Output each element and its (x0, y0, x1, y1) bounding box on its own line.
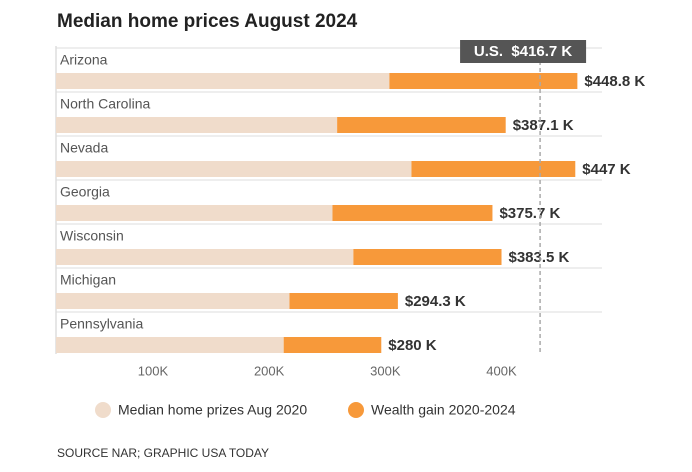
legend-swatch (95, 402, 111, 418)
total-label: $294.3 K (405, 293, 466, 310)
source: SOURCE NAR; GRAPHIC USA TODAY (57, 446, 269, 460)
x-tick-label: 200K (254, 363, 285, 378)
bar-segment (389, 73, 578, 89)
total-label: $447 K (582, 161, 631, 178)
total-label: $448.8 K (584, 73, 645, 90)
bar-segment (56, 337, 284, 353)
total-label: $383.5 K (509, 249, 570, 266)
category-label: Pennsylvania (60, 316, 143, 332)
reference-label-box (460, 40, 587, 63)
x-tick-label: 400K (486, 363, 517, 378)
legend-label: Median home prizes Aug 2020 (118, 402, 307, 418)
x-tick-label: 300K (370, 363, 401, 378)
reference-label: U.S. $416.7 K (474, 43, 573, 60)
bar-segment (283, 337, 382, 353)
category-label: Wisconsin (60, 228, 124, 244)
category-label: Michigan (60, 272, 116, 288)
bar-segment (353, 249, 502, 265)
total-label: $375.7 K (499, 205, 560, 222)
bar-segment (56, 249, 354, 265)
legend-swatch (348, 402, 364, 418)
legend-label: Wealth gain 2020-2024 (371, 402, 516, 418)
total-label: $387.1 K (513, 117, 574, 134)
bar-segment (332, 205, 493, 221)
bar-segment (56, 73, 390, 89)
category-label: Arizona (60, 52, 108, 68)
bar-segment (411, 161, 576, 177)
bar-segment (56, 205, 333, 221)
category-label: North Carolina (60, 96, 150, 112)
bar-segment (56, 161, 412, 177)
bar-segment (56, 117, 338, 133)
total-label: $280 K (388, 337, 437, 354)
x-tick-label: 100K (138, 363, 169, 378)
bar-segment (337, 117, 506, 133)
category-label: Nevada (60, 140, 108, 156)
chart-title: Median home prices August 2024 (57, 11, 358, 32)
category-label: Georgia (60, 184, 110, 200)
bar-segment (56, 293, 290, 309)
bar-segment (289, 293, 398, 309)
